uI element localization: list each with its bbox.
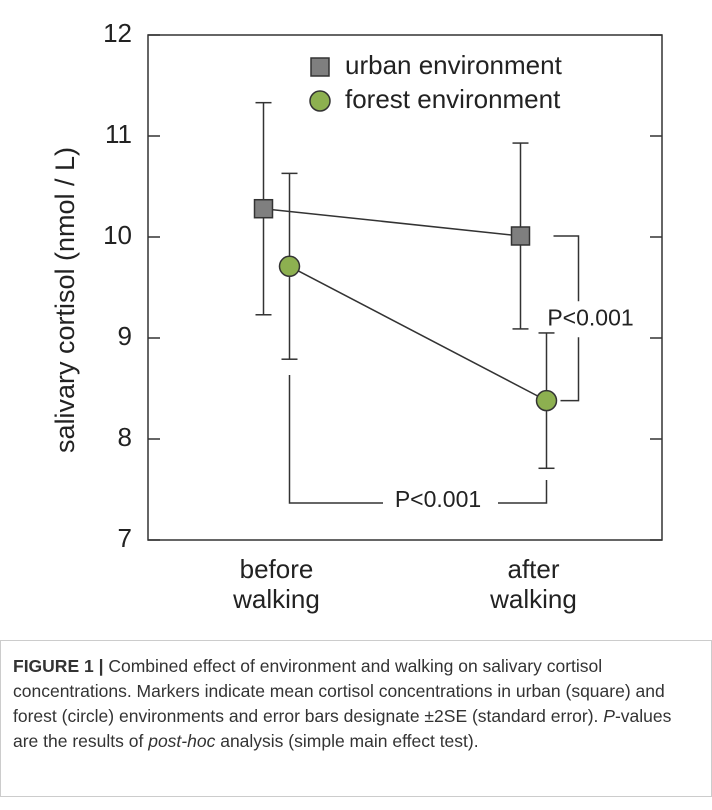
annotation: P<0.001 bbox=[395, 486, 481, 512]
y-axis-label: salivary cortisol (nmol / L) bbox=[50, 147, 80, 453]
y-tick-label: 12 bbox=[103, 18, 132, 48]
series-line bbox=[263, 207, 521, 237]
y-tick-label: 9 bbox=[118, 321, 132, 351]
caption-text: post-hoc bbox=[148, 731, 216, 751]
bracket bbox=[553, 235, 580, 302]
x-tick-label: before walking bbox=[233, 554, 320, 614]
plot-frame bbox=[147, 34, 663, 541]
bracket bbox=[560, 337, 580, 402]
chart: salivary cortisol (nmol / L) 7 8 9 10 11 12 ur… bbox=[50, 18, 663, 553]
legend-label: forest environment bbox=[345, 84, 561, 114]
point bbox=[278, 255, 301, 278]
y-tick-label: 7 bbox=[118, 523, 132, 553]
legend-marker bbox=[309, 90, 331, 112]
caption-label: FIGURE 1 | bbox=[13, 656, 104, 676]
legend-marker bbox=[310, 57, 330, 77]
x-tick-label: after walking bbox=[490, 554, 577, 614]
bracket bbox=[498, 480, 548, 504]
caption-text: analysis (simple main effect test). bbox=[215, 731, 479, 751]
caption-text: P bbox=[603, 706, 615, 726]
point bbox=[510, 226, 531, 246]
point bbox=[535, 389, 558, 412]
caption: FIGURE 1 | Combined effect of environmen… bbox=[0, 640, 712, 797]
y-tick-label: 10 bbox=[103, 220, 132, 250]
legend-label: urban environment bbox=[345, 50, 563, 80]
bracket bbox=[288, 375, 383, 504]
y-tick-label: 11 bbox=[105, 119, 132, 149]
y-tick-label: 8 bbox=[118, 422, 132, 452]
annotation: P<0.001 bbox=[547, 304, 633, 330]
caption-text: -values are the results of bbox=[13, 706, 672, 751]
caption-text: Combined effect of environment and walki… bbox=[13, 656, 665, 726]
point bbox=[253, 198, 274, 219]
series-line bbox=[289, 265, 547, 402]
